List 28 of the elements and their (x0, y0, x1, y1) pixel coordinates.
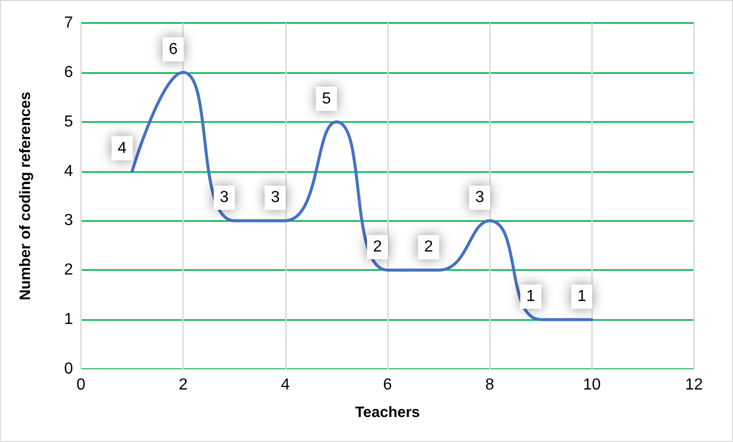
data-label: 3 (220, 189, 229, 206)
x-tick-label: 8 (485, 376, 494, 394)
data-label: 2 (373, 238, 382, 256)
data-label: 6 (168, 40, 178, 58)
y-tick-label: 2 (64, 262, 74, 279)
x-axis-title: Teachers (355, 404, 420, 421)
data-label: 3 (270, 189, 280, 206)
line-series (130, 70, 594, 322)
y-tick-label: 0 (64, 360, 74, 378)
x-tick-label: 10 (582, 376, 601, 394)
y-tick-label: 3 (64, 212, 74, 230)
data-label: 1 (526, 288, 536, 306)
data-label: 5 (322, 90, 331, 108)
y-tick-label: 5 (64, 113, 74, 130)
y-axis-title: Number of coding references (17, 92, 34, 300)
x-tick-label: 2 (178, 376, 188, 394)
x-tick-label: 4 (280, 376, 290, 394)
data-label: 4 (118, 140, 127, 157)
y-tick-label: 1 (64, 311, 74, 328)
y-tick-label: 6 (64, 64, 74, 81)
y-tick-label: 4 (64, 162, 74, 180)
data-label: 1 (577, 288, 586, 306)
x-tick-label: 6 (383, 376, 392, 394)
y-tick-label: 7 (64, 14, 74, 32)
x-tick-label: 0 (76, 376, 86, 394)
x-tick-label: 12 (685, 376, 703, 394)
data-label: 2 (424, 238, 434, 256)
data-label: 3 (475, 189, 484, 206)
